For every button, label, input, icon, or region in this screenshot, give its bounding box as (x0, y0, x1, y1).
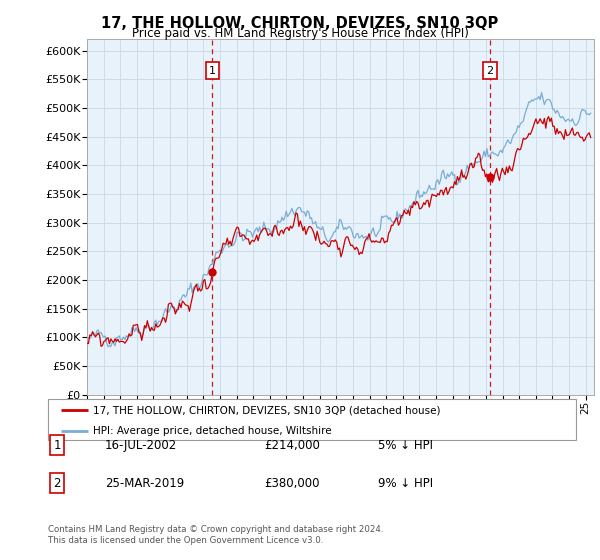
Text: 1: 1 (53, 438, 61, 452)
Text: 9% ↓ HPI: 9% ↓ HPI (378, 477, 433, 490)
Text: HPI: Average price, detached house, Wiltshire: HPI: Average price, detached house, Wilt… (93, 426, 332, 436)
FancyBboxPatch shape (48, 399, 576, 440)
Text: 25-MAR-2019: 25-MAR-2019 (105, 477, 184, 490)
Text: £380,000: £380,000 (264, 477, 320, 490)
Text: 2: 2 (486, 66, 493, 76)
Text: 17, THE HOLLOW, CHIRTON, DEVIZES, SN10 3QP: 17, THE HOLLOW, CHIRTON, DEVIZES, SN10 3… (101, 16, 499, 31)
Text: Contains HM Land Registry data © Crown copyright and database right 2024.
This d: Contains HM Land Registry data © Crown c… (48, 525, 383, 545)
Text: 16-JUL-2002: 16-JUL-2002 (105, 438, 177, 452)
Text: 17, THE HOLLOW, CHIRTON, DEVIZES, SN10 3QP (detached house): 17, THE HOLLOW, CHIRTON, DEVIZES, SN10 3… (93, 405, 440, 415)
Text: Price paid vs. HM Land Registry's House Price Index (HPI): Price paid vs. HM Land Registry's House … (131, 27, 469, 40)
Text: 1: 1 (209, 66, 216, 76)
Text: 2: 2 (53, 477, 61, 490)
Text: 5% ↓ HPI: 5% ↓ HPI (378, 438, 433, 452)
Text: £214,000: £214,000 (264, 438, 320, 452)
